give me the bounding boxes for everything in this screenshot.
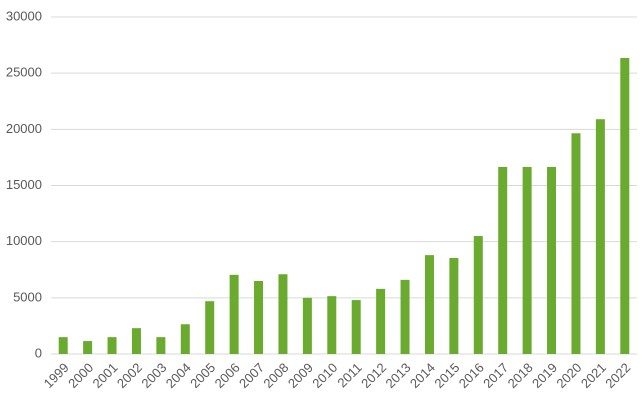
bar	[205, 301, 215, 354]
bar	[327, 296, 337, 354]
x-tick-label: 2005	[187, 360, 218, 391]
bar	[229, 274, 239, 354]
bar	[473, 236, 483, 354]
bar	[547, 166, 557, 354]
x-tick-label: 2003	[138, 360, 169, 391]
bar	[351, 300, 361, 354]
y-tick-label: 25000	[6, 65, 42, 80]
y-tick-label: 5000	[13, 289, 42, 304]
bar	[571, 133, 581, 354]
x-tick-label: 2006	[212, 360, 243, 391]
x-tick-label: 2016	[456, 360, 487, 391]
bar	[620, 58, 630, 354]
bar	[376, 288, 386, 354]
x-tick-label: 2008	[260, 360, 291, 391]
x-tick-label: 2011	[334, 360, 364, 390]
x-tick-label: 1999	[41, 360, 72, 391]
bar	[449, 257, 459, 354]
bar	[254, 280, 264, 354]
bar	[302, 297, 312, 354]
x-tick-label: 2020	[553, 360, 584, 391]
x-tick-label: 2013	[383, 360, 414, 391]
x-tick-label: 2012	[358, 360, 389, 391]
x-tick-label: 2010	[309, 360, 340, 391]
bar	[107, 337, 117, 354]
bar	[424, 255, 434, 354]
x-tick-label: 2004	[163, 360, 194, 391]
bar	[278, 274, 288, 354]
y-tick-label: 15000	[6, 177, 42, 192]
y-tick-label: 30000	[6, 8, 42, 23]
x-tick-label: 2014	[407, 360, 438, 391]
x-tick-label: 2009	[285, 360, 316, 391]
x-tick-label: 2022	[602, 360, 633, 391]
x-tick-label: 2018	[505, 360, 536, 391]
bar	[156, 337, 166, 354]
x-tick-label: 2019	[529, 360, 560, 391]
x-tick-label: 2021	[578, 360, 609, 391]
bar	[400, 279, 410, 354]
bar	[498, 166, 508, 354]
x-tick-label: 2015	[431, 360, 462, 391]
x-tick-label: 2000	[65, 360, 96, 391]
y-tick-label: 0	[35, 345, 42, 360]
bar	[83, 341, 93, 354]
bar	[522, 166, 532, 354]
x-tick-label: 2007	[236, 360, 267, 391]
x-tick-label: 2001	[90, 360, 121, 391]
bar	[131, 328, 141, 354]
y-tick-label: 10000	[6, 233, 42, 248]
y-tick-label: 20000	[6, 121, 42, 136]
bar	[180, 324, 190, 354]
bar	[595, 119, 605, 355]
bar	[58, 337, 68, 354]
x-tick-label: 2002	[114, 360, 145, 391]
x-tick-label: 2017	[480, 360, 511, 391]
